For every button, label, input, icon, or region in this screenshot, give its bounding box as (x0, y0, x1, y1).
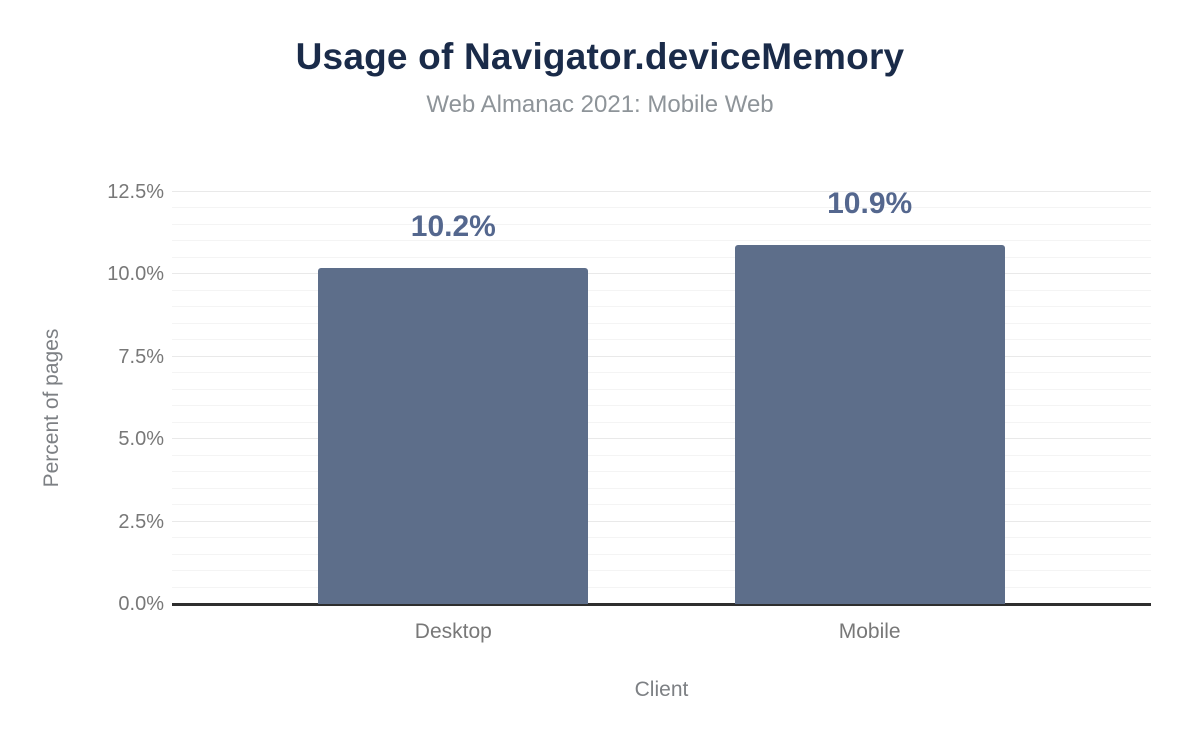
value-label-mobile: 10.9% (827, 186, 913, 220)
minor-gridline (172, 372, 1151, 374)
x-tick-label-mobile: Mobile (838, 620, 901, 643)
minor-gridline (172, 223, 1151, 225)
y-tick-label: 2.5% (118, 510, 164, 533)
minor-gridline (172, 471, 1151, 473)
minor-gridline (172, 553, 1151, 555)
minor-gridline (172, 207, 1151, 209)
major-gridline (172, 273, 1151, 275)
x-tick-label-desktop: Desktop (414, 620, 492, 643)
y-tick-label: 0.0% (118, 593, 164, 615)
minor-gridline (172, 240, 1151, 242)
minor-gridline (172, 537, 1151, 539)
minor-gridline (172, 454, 1151, 456)
value-label-desktop: 10.2% (410, 209, 496, 243)
chart-subtitle: Web Almanac 2021: Mobile Web (426, 91, 774, 118)
minor-gridline (172, 306, 1151, 308)
minor-gridline (172, 570, 1151, 572)
major-gridline (172, 438, 1151, 440)
minor-gridline (172, 388, 1151, 390)
minor-gridline (172, 339, 1151, 341)
minor-gridline (172, 322, 1151, 324)
bar-desktop (318, 267, 589, 604)
y-tick-label: 5.0% (118, 428, 164, 451)
y-tick-label: 10.0% (107, 263, 164, 286)
bar-mobile (734, 244, 1005, 604)
major-gridline (172, 355, 1151, 357)
minor-gridline (172, 586, 1151, 588)
minor-gridline (172, 421, 1151, 423)
y-tick-label: 12.5% (107, 181, 164, 203)
minor-gridline (172, 405, 1151, 407)
major-gridline (172, 191, 1151, 192)
minor-gridline (172, 487, 1151, 489)
plot-area: 10.2% 10.9% (172, 186, 1151, 606)
minor-gridline (172, 289, 1151, 291)
y-tick-label: 7.5% (118, 345, 164, 368)
x-axis-line (172, 603, 1151, 606)
minor-gridline (172, 256, 1151, 258)
chart-title: Usage of Navigator.deviceMemory (295, 36, 905, 77)
x-axis-title: Client (634, 678, 689, 701)
minor-gridline (172, 504, 1151, 506)
major-gridline (172, 520, 1151, 522)
